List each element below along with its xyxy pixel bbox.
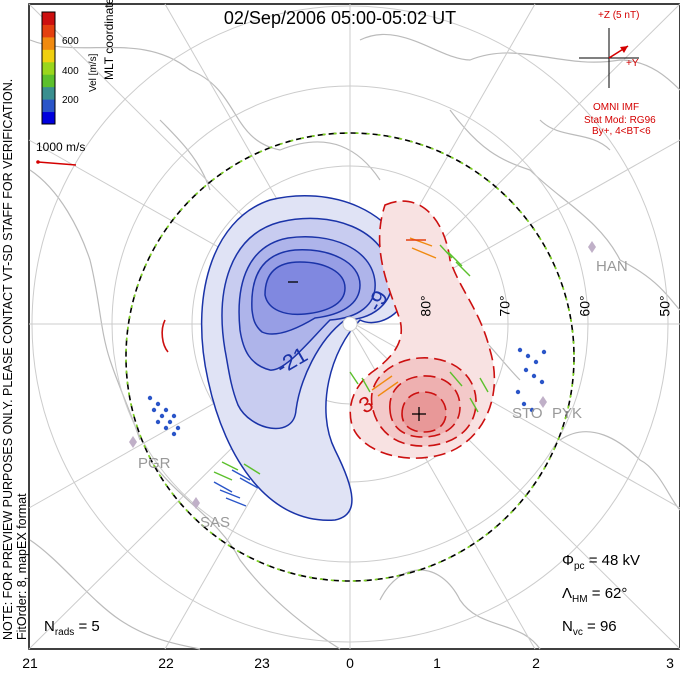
lat-label: 60°: [576, 295, 593, 317]
fit-order-note: FitOrder: 8, mapEX format: [15, 493, 29, 640]
lat-label: 80°: [417, 295, 434, 317]
imf-model: Stat Mod: RG96: [584, 115, 656, 126]
station-label: PYK: [552, 405, 583, 422]
cross-polar-potential-value: = 48 kV: [588, 552, 640, 569]
colorbar-frame: [41, 11, 56, 125]
vector-count: Nvc = 96: [562, 618, 617, 638]
dawn-contour-4: [401, 391, 447, 433]
coastlines: [29, 33, 680, 650]
page-title: 02/Sep/2006 05:00-05:02 UT: [223, 8, 457, 28]
colorbar-segment: [42, 12, 55, 25]
reference-vector-dot: [36, 160, 40, 164]
imf-source: OMNI IMF: [593, 102, 640, 113]
lat-label: 50°: [656, 295, 673, 317]
colorbar-segment: [42, 99, 55, 113]
reference-vector-label: 1000 m/s: [36, 140, 86, 154]
mlt-label: 21: [22, 655, 38, 671]
imf-condition: By+, 4<BT<6: [592, 126, 651, 137]
hm-latitude: ΛHM = 62°: [562, 585, 628, 605]
hm-boundary: [125, 132, 575, 582]
colorbar-tick-200: 200: [62, 95, 79, 106]
mlt-label: 23: [254, 655, 270, 671]
colorbar-segment: [42, 24, 55, 38]
colorbar-segment: [42, 49, 55, 63]
radar-count: Nrads = 5: [44, 618, 100, 638]
radar-count-value: = 5: [78, 618, 100, 635]
reference-vector: [37, 161, 77, 166]
imf-y-label: +Y: [626, 58, 639, 69]
imf-z-label: +Z (5 nT): [598, 10, 640, 21]
velocity-colorbar: [41, 11, 56, 125]
colorbar-segment: [42, 86, 55, 100]
colorbar-tick-400: 400: [62, 66, 79, 77]
mlt-label: 3: [666, 655, 674, 671]
coordinate-system-label: MLT coordinates: [102, 0, 116, 80]
colorbar-tick-600: 600: [62, 36, 79, 47]
dusk-contour-5: [264, 261, 346, 316]
vector-count-value: = 96: [587, 618, 617, 635]
station-label: PGR: [138, 455, 171, 472]
mlt-label: 22: [158, 655, 174, 671]
pole-marker: [342, 316, 358, 332]
colorbar-segment: [42, 61, 55, 75]
cross-polar-potential: Φpc = 48 kV: [562, 552, 640, 572]
hm-latitude-value: = 62°: [591, 585, 628, 602]
preview-note: NOTE: FOR PREVIEW PURPOSES ONLY. PLEASE …: [1, 78, 15, 640]
imf-vector-head: [620, 46, 628, 53]
lat-label: 70°: [496, 295, 513, 317]
colorbar-segment: [42, 74, 55, 88]
colorbar-segment: [42, 111, 55, 125]
station-label: SAS: [200, 514, 231, 531]
colorbar-segment: [42, 36, 55, 50]
station-markers: [129, 241, 596, 509]
plot-frame: [28, 3, 680, 650]
station-label: HAN: [596, 258, 628, 275]
colorbar-label: Vel [m/s]: [88, 53, 99, 92]
mlt-label: 1: [433, 655, 441, 671]
station-label: STO: [512, 405, 543, 422]
dawn-cell: [161, 200, 496, 459]
velocity-vectors: [147, 237, 547, 507]
small-red-contour: [161, 319, 169, 353]
dusk-cell: [200, 195, 412, 521]
mlt-label: 2: [532, 655, 540, 671]
mlt-label: 0: [346, 655, 354, 671]
